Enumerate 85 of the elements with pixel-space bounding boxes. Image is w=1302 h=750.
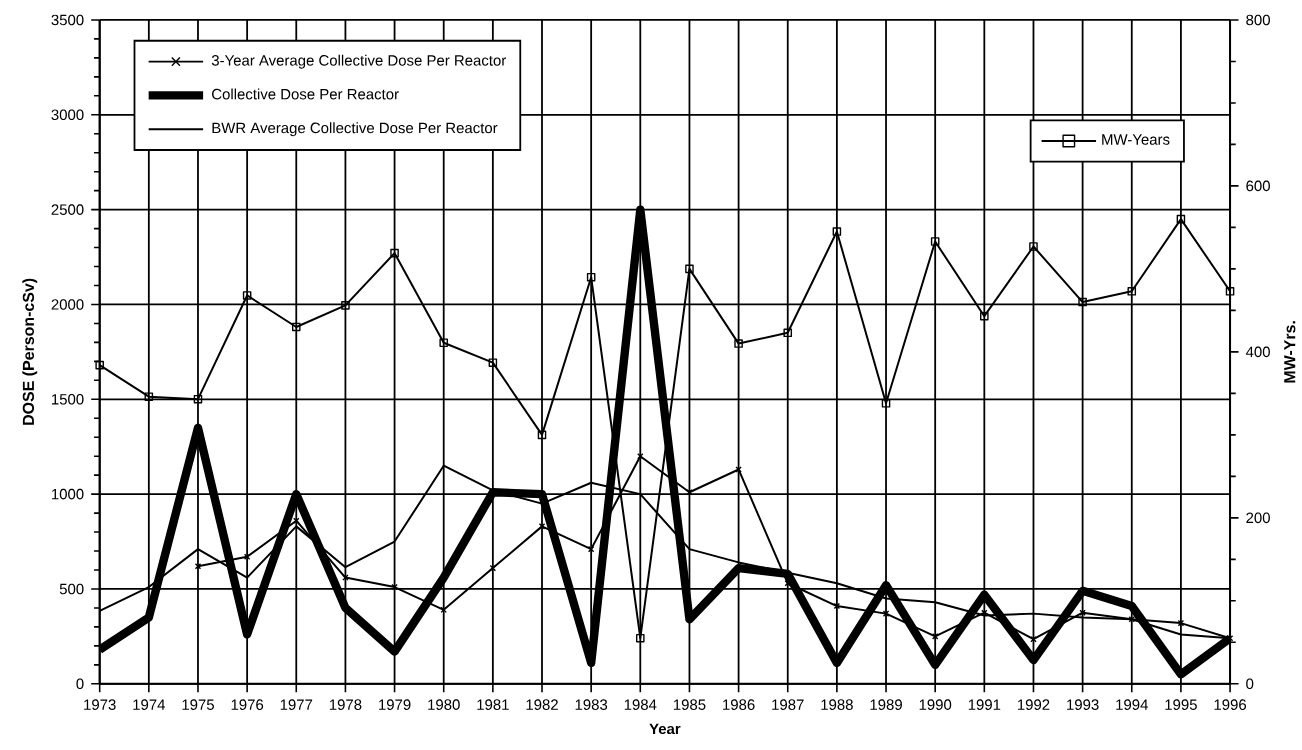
point — [1128, 616, 1135, 623]
legend-label: MW-Years — [1102, 134, 1170, 146]
y-tick-label: 500 — [59, 583, 84, 595]
y-tick-label: 3000 — [51, 109, 84, 121]
point — [194, 563, 202, 570]
point — [980, 312, 989, 321]
point — [390, 249, 399, 258]
y-tick-label: 1500 — [52, 394, 84, 405]
point — [537, 430, 547, 440]
y-tick-label: 2000 — [51, 299, 84, 310]
point — [489, 565, 497, 572]
point — [293, 517, 300, 525]
x-tick-label: 1988 — [821, 699, 853, 711]
point — [833, 603, 841, 610]
y-tick-label: 2500 — [51, 204, 84, 216]
point — [735, 466, 742, 473]
x-tick-label: 1989 — [870, 699, 902, 711]
point — [686, 489, 693, 496]
point — [1225, 287, 1235, 296]
x-tick-label: 1995 — [1165, 699, 1197, 711]
y2-tick-label: 600 — [1246, 180, 1270, 192]
x-axis-title: Year — [649, 723, 681, 735]
legend-label: 3-Year Average Collective Dose Per Reactor — [211, 54, 507, 69]
x-tick-label: 1986 — [723, 699, 755, 711]
x-tick-label: 1975 — [182, 699, 214, 711]
y2-tick-label: 800 — [1246, 14, 1270, 26]
point — [439, 338, 449, 348]
x-tick-label: 1983 — [575, 699, 608, 711]
y-axis-title: DOSE (Person-cSv) — [22, 278, 38, 426]
x-tick-label: 1977 — [280, 699, 313, 711]
point — [734, 339, 743, 349]
point — [95, 361, 104, 370]
point — [881, 399, 891, 408]
y-tick-label: 1000 — [52, 489, 84, 500]
x-tick-label: 1981 — [477, 699, 509, 711]
point — [685, 264, 694, 274]
x-tick-label: 1979 — [379, 699, 411, 711]
x-tick-label: 1976 — [231, 699, 264, 711]
point — [882, 610, 890, 618]
point — [636, 634, 645, 643]
x-tick-label: 1985 — [673, 699, 706, 711]
point — [488, 358, 498, 368]
legend-label: BWR Average Collective Dose Per Reactor — [212, 122, 498, 137]
point — [1176, 215, 1186, 224]
x-tick-label: 1978 — [329, 699, 362, 711]
legend-label: Collective Dose Per Reactor — [212, 88, 399, 100]
point — [538, 523, 546, 530]
point — [832, 227, 842, 237]
point — [391, 584, 398, 591]
x-tick-label: 1980 — [428, 699, 460, 711]
point — [1078, 298, 1087, 307]
y2-tick-label: 200 — [1246, 512, 1270, 524]
point — [1030, 636, 1037, 643]
x-tick-label: 1987 — [772, 699, 804, 711]
point — [637, 453, 644, 460]
point — [783, 328, 793, 338]
y2-tick-label: 0 — [1246, 678, 1254, 690]
point — [440, 606, 447, 614]
y2-axis-title: MW-Yrs. — [1284, 321, 1296, 383]
point — [586, 273, 596, 282]
point — [1079, 609, 1086, 617]
point — [587, 546, 595, 553]
y2-tick-label: 400 — [1245, 346, 1270, 358]
x-tick-label: 1994 — [1116, 699, 1148, 711]
x-tick-label: 1990 — [919, 699, 952, 711]
x-tick-label: 1974 — [133, 699, 166, 711]
point — [144, 392, 154, 402]
point — [242, 291, 252, 300]
x-tick-label: 1982 — [526, 699, 558, 711]
y-tick-label: 0 — [76, 678, 84, 690]
point — [243, 553, 251, 561]
x-tick-label: 1991 — [968, 699, 1001, 711]
point — [341, 301, 350, 310]
point — [930, 237, 940, 246]
point — [1127, 287, 1137, 296]
point — [1029, 242, 1038, 251]
x-tick-label: 1973 — [84, 699, 116, 711]
x-tick-label: 1992 — [1017, 699, 1050, 711]
x-tick-label: 1984 — [624, 699, 657, 711]
x-tick-label: 1996 — [1214, 699, 1247, 711]
point — [931, 633, 939, 640]
y-tick-label: 3500 — [51, 14, 84, 26]
point — [291, 322, 301, 332]
x-tick-label: 1993 — [1067, 699, 1099, 711]
point — [193, 395, 203, 404]
